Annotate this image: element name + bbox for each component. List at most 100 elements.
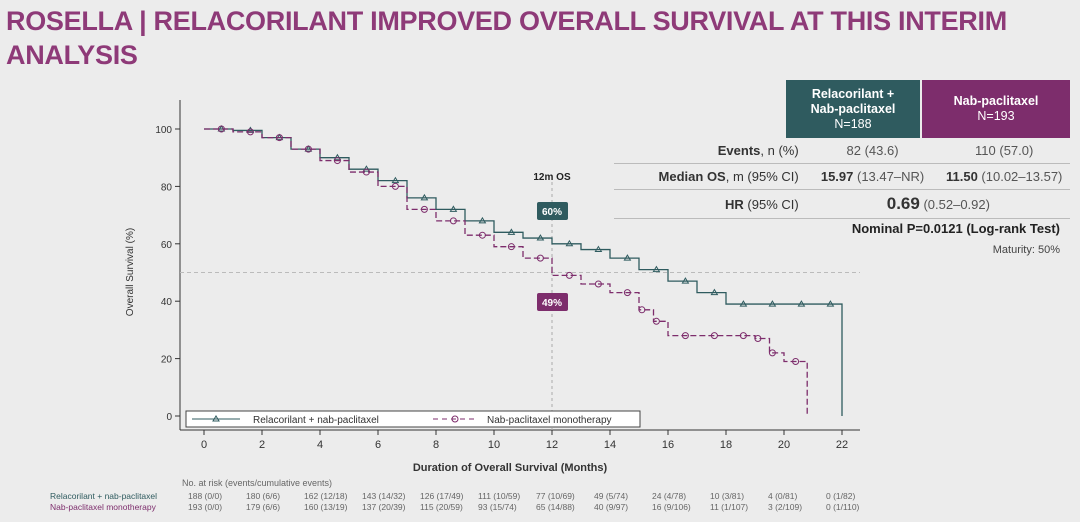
x-tick-label: 16 bbox=[662, 439, 674, 451]
x-tick-label: 22 bbox=[836, 439, 848, 451]
y-axis-label: Overall Survival (%) bbox=[125, 228, 136, 316]
censor-mark bbox=[754, 335, 762, 343]
censor-mark bbox=[826, 300, 835, 307]
12m-os-label: 12m OS bbox=[533, 172, 571, 183]
censor-mark bbox=[420, 205, 428, 213]
os-12m-badge-nab bbox=[537, 293, 568, 311]
censor-mark bbox=[638, 306, 646, 314]
hr-row: HR (95% CI) 0.69 (0.52–0.92) bbox=[614, 190, 1070, 219]
at-risk-value: 77 (10/69) bbox=[536, 491, 575, 501]
censor-mark bbox=[333, 157, 341, 165]
censor-mark bbox=[681, 332, 689, 340]
censor-mark bbox=[768, 300, 777, 307]
median-arm1-ci: (13.47–NR) bbox=[853, 169, 925, 184]
censor-mark bbox=[792, 357, 800, 365]
x-tick-label: 2 bbox=[259, 439, 265, 451]
at-risk-value: 126 (17/49) bbox=[420, 491, 464, 501]
censor-mark bbox=[652, 265, 661, 273]
censor-mark bbox=[246, 128, 254, 136]
p-value: Nominal P=0.0121 (Log-rank Test) bbox=[851, 221, 1060, 236]
y-tick-label: 40 bbox=[161, 297, 173, 308]
censor-mark bbox=[391, 182, 399, 190]
events-arm1: 82 (43.6) bbox=[846, 143, 899, 158]
at-risk-row-label: Nab-paclitaxel monotherapy bbox=[50, 502, 156, 512]
x-axis-label: Duration of Overall Survival (Months) bbox=[413, 462, 608, 474]
x-tick-label: 10 bbox=[488, 439, 500, 451]
os-12m-value-relacorilant: 60% bbox=[542, 207, 562, 218]
hr-ci: (0.52–0.92) bbox=[919, 197, 990, 212]
censor-mark bbox=[710, 288, 719, 296]
at-risk-value: 180 (6/6) bbox=[246, 491, 281, 501]
at-risk-value: 10 (3/81) bbox=[710, 491, 745, 501]
x-tick-label: 18 bbox=[720, 439, 732, 451]
os-12m-badge-relacorilant bbox=[537, 202, 568, 220]
hr-value: 0.69 bbox=[886, 194, 920, 213]
y-tick-label: 80 bbox=[161, 182, 173, 193]
y-tick-label: 20 bbox=[161, 355, 173, 366]
censor-mark bbox=[565, 239, 574, 247]
censor-mark bbox=[739, 300, 748, 307]
at-risk-value: 111 (10/59) bbox=[478, 491, 521, 501]
median-label: Median OS bbox=[658, 169, 726, 184]
censor-mark bbox=[391, 176, 400, 184]
censor-mark bbox=[710, 332, 718, 340]
maturity: Maturity: 50% bbox=[992, 244, 1060, 256]
legend bbox=[185, 410, 641, 428]
censor-mark bbox=[449, 205, 458, 212]
censor-mark bbox=[275, 134, 283, 142]
censor-mark bbox=[536, 234, 545, 241]
censor-mark bbox=[623, 254, 632, 261]
hr-label: HR bbox=[725, 196, 744, 212]
events-unit: , n (%) bbox=[760, 143, 799, 158]
censor-mark bbox=[768, 349, 776, 357]
arm1-header-line: Nab-paclitaxel bbox=[810, 101, 896, 116]
censor-mark bbox=[449, 217, 457, 225]
at-risk-value: 3 (2/109) bbox=[768, 502, 803, 512]
censor-mark bbox=[536, 254, 544, 262]
x-tick-label: 12 bbox=[546, 439, 558, 451]
at-risk-value: 137 (20/39) bbox=[362, 502, 406, 512]
x-tick-label: 8 bbox=[433, 439, 439, 451]
censor-mark bbox=[594, 245, 603, 253]
x-tick-label: 4 bbox=[317, 439, 323, 451]
at-risk-value: 0 (1/110) bbox=[826, 502, 860, 512]
x-tick-label: 0 bbox=[201, 439, 207, 451]
at-risk-value: 16 (9/106) bbox=[652, 502, 691, 512]
censor-mark bbox=[362, 165, 371, 172]
median-arm1: 15.97 bbox=[820, 169, 854, 184]
censor-mark bbox=[565, 271, 573, 279]
events-arm2: 110 (57.0) bbox=[975, 143, 1034, 158]
arm1-header-line: Relacorilant + bbox=[811, 86, 895, 101]
x-tick-label: 20 bbox=[778, 439, 790, 451]
legend-label-nab: Nab-paclitaxel monotherapy bbox=[487, 415, 612, 426]
hr-unit: (95% CI) bbox=[743, 196, 799, 212]
at-risk-value: 115 (20/59) bbox=[420, 502, 463, 512]
arm2-header: Nab-paclitaxel N=193 bbox=[922, 80, 1070, 138]
slide-title: ROSELLA | RELACORILANT IMPROVED OVERALL … bbox=[6, 6, 1007, 70]
censor-mark bbox=[681, 277, 690, 284]
censor-mark bbox=[333, 153, 342, 161]
median-arm2-ci: (10.02–13.57) bbox=[977, 169, 1063, 184]
at-risk-value: 93 (15/74) bbox=[478, 502, 517, 512]
legend-circle-icon bbox=[451, 415, 459, 423]
arm1-header: Relacorilant + Nab-paclitaxel N=188 bbox=[786, 80, 920, 138]
y-tick-label: 100 bbox=[155, 125, 172, 136]
y-tick-label: 60 bbox=[161, 240, 173, 251]
at-risk-value: 40 (9/97) bbox=[594, 502, 629, 512]
at-risk-value: 11 (1/107) bbox=[710, 502, 749, 512]
at-risk-value: 0 (1/82) bbox=[826, 491, 856, 501]
censor-mark bbox=[739, 332, 747, 340]
arm1-n: N=188 bbox=[834, 116, 872, 131]
at-risk-row-label: Relacorilant + nab-paclitaxel bbox=[50, 491, 158, 501]
median-row: Median OS, m (95% CI) 15.97 (13.47–NR) 1… bbox=[614, 164, 1070, 190]
legend-label-relacorilant: Relacorilant + nab-paclitaxel bbox=[253, 415, 379, 426]
censor-mark bbox=[362, 168, 370, 176]
at-risk-value: 49 (5/74) bbox=[594, 491, 629, 501]
os-12m-value-nab: 49% bbox=[542, 298, 562, 309]
legend-triangle-icon bbox=[212, 415, 220, 422]
at-risk-value: 179 (6/6) bbox=[246, 502, 281, 512]
censor-mark bbox=[304, 145, 312, 153]
x-tick-label: 14 bbox=[604, 439, 616, 451]
at-risk-value: 24 (4/78) bbox=[652, 491, 687, 501]
